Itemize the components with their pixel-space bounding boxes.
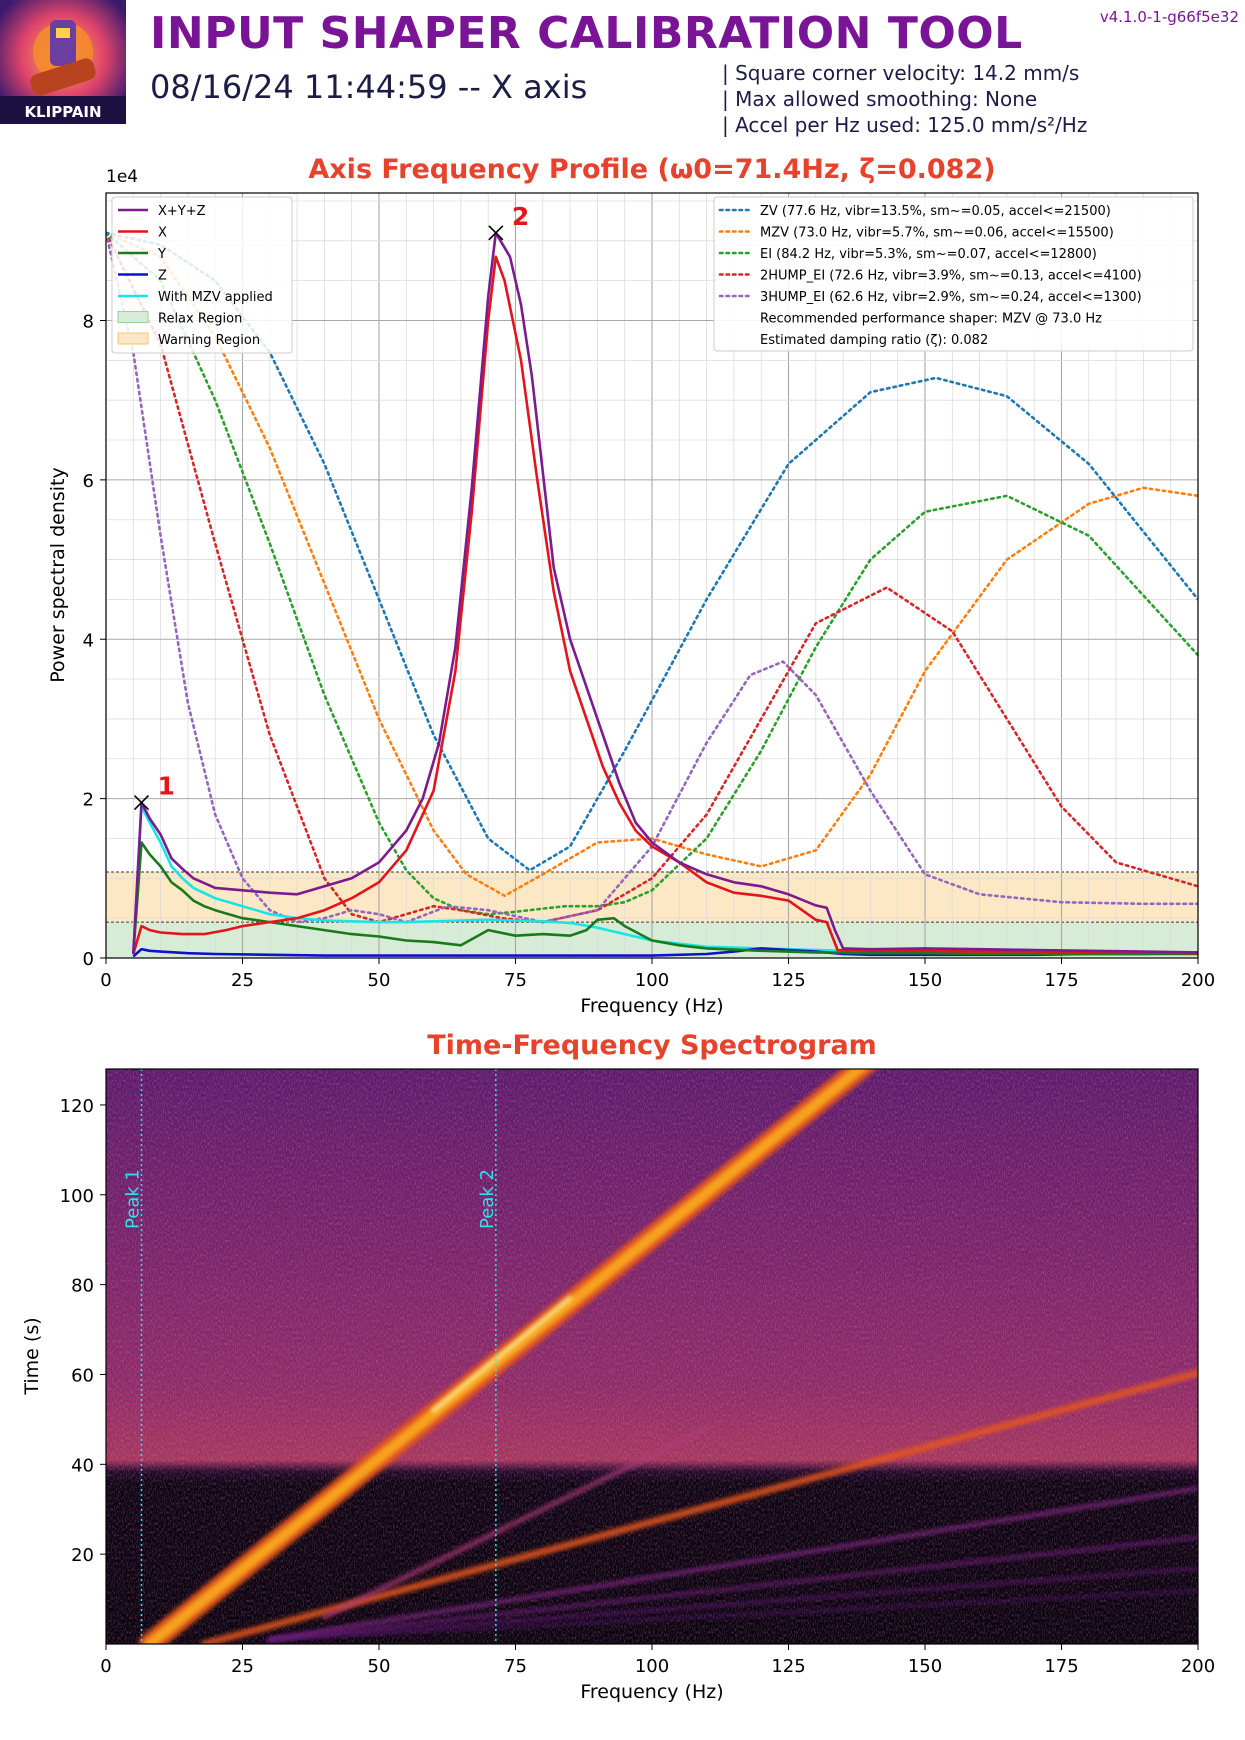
legend-region-swatch [117, 311, 149, 323]
legend-right-box [713, 196, 1194, 352]
sweep-fundamental [144, 1069, 869, 1644]
legend-label: ZV (77.6 Hz, vibr=13.5%, sm~=0.05, accel… [760, 204, 1111, 219]
legend-label: With MZV applied [158, 290, 273, 305]
spectrogram-xtick-label: 75 [504, 1656, 527, 1677]
legend-label: X+Y+Z [158, 204, 206, 219]
spectrogram-peak-label: Peak 1 [122, 1169, 143, 1229]
spectrogram-ytick-label: 100 [60, 1186, 94, 1207]
datetime-axis: 08/16/24 11:44:59 -- X axis [150, 68, 588, 106]
psd-ytick-label: 0 [83, 949, 94, 970]
psd-plot-frame [105, 192, 1199, 959]
series-ei [106, 231, 1198, 916]
harmonic-line [268, 1535, 1198, 1642]
psd-y-multiplier: 1e4 [106, 167, 138, 187]
spectrogram-xtick-label: 100 [635, 1656, 669, 1677]
legend-left-box [111, 196, 293, 354]
harmonic-line [321, 1425, 710, 1620]
spectrogram-xtick-label: 25 [231, 1656, 254, 1677]
spectrogram-frame [105, 1068, 1199, 1645]
psd-chart-title: Axis Frequency Profile (ω0=71.4Hz, ζ=0.0… [308, 154, 995, 185]
series-x [132, 255, 1198, 955]
spectrogram-xtick-label: 200 [1181, 1656, 1215, 1677]
spectrogram-peak-label: Peak 2 [477, 1169, 498, 1229]
harmonic-line [200, 1369, 1198, 1644]
peak-marker [133, 795, 150, 811]
psd-ytick-label: 6 [83, 471, 94, 492]
spectrogram-title: Time-Frequency Spectrogram [427, 1030, 877, 1061]
param-accel-per-hz: | Accel per Hz used: 125.0 mm/s²/Hz [722, 113, 1088, 137]
psd-ytick-label: 2 [83, 790, 94, 811]
spectrogram-ytick-label: 60 [71, 1365, 94, 1386]
peak-label: 1 [157, 772, 174, 801]
warning-region [106, 871, 1198, 923]
sweep-peak-highlight [431, 1295, 573, 1413]
spectrogram-ytick-label: 120 [60, 1096, 94, 1117]
psd-xlabel: Frequency (Hz) [580, 995, 723, 1017]
psd-xtick-label: 200 [1181, 970, 1215, 991]
relax-region [106, 922, 1198, 958]
klippain-logo: KLIPPAIN [0, 0, 126, 124]
spectrogram-ylabel: Time (s) [21, 1317, 43, 1395]
legend-label: 3HUMP_EI (62.6 Hz, vibr=2.9%, sm~=0.24, … [760, 290, 1142, 305]
psd-ytick-label: 8 [83, 312, 94, 333]
harmonic-line [268, 1589, 1198, 1642]
psd-xtick-label: 25 [231, 970, 254, 991]
legend-label: Z [158, 269, 167, 284]
psd-xtick-label: 75 [504, 970, 527, 991]
spectrogram-image [106, 1069, 1198, 1644]
legend-label: 2HUMP_EI (72.6 Hz, vibr=3.9%, sm~=0.13, … [760, 269, 1142, 284]
param-scv: | Square corner velocity: 14.2 mm/s [722, 61, 1080, 85]
spectrogram-ytick-label: 80 [71, 1276, 94, 1297]
psd-xtick-label: 125 [771, 970, 805, 991]
spectrogram-xtick-label: 50 [368, 1656, 391, 1677]
series-mzv [106, 231, 1198, 898]
series-with-mzv-applied [132, 805, 1198, 955]
legend-extra-text: Estimated damping ratio (ζ): 0.082 [760, 333, 988, 348]
version-label: v4.1.0-1-g66f5e32 [1099, 8, 1239, 26]
logo-text: KLIPPAIN [24, 103, 101, 121]
spectrogram-xtick-label: 125 [771, 1656, 805, 1677]
psd-xtick-label: 150 [908, 970, 942, 991]
series-2hump-ei [106, 231, 1198, 924]
psd-xtick-label: 100 [635, 970, 669, 991]
peak-label: 2 [512, 202, 529, 231]
psd-xtick-label: 0 [100, 970, 111, 991]
spectrogram-xtick-label: 175 [1044, 1656, 1078, 1677]
spectrogram-ytick-label: 40 [71, 1455, 94, 1476]
page-title: INPUT SHAPER CALIBRATION TOOL [150, 8, 1023, 59]
legend-label: X [158, 226, 167, 241]
psd-ytick-label: 4 [83, 630, 94, 651]
harmonic-line [267, 1486, 1198, 1642]
series-z [132, 947, 1198, 958]
psd-xtick-label: 175 [1044, 970, 1078, 991]
legend-region-swatch [117, 332, 149, 345]
legend-region-label: Relax Region [158, 312, 242, 327]
series-zv [106, 231, 1198, 872]
peak-marker [488, 225, 504, 241]
legend-label: EI (84.2 Hz, vibr=5.3%, sm~=0.07, accel<… [760, 247, 1097, 262]
legend-region-label: Warning Region [158, 333, 260, 348]
legend-extra-text: Recommended performance shaper: MZV @ 73… [760, 312, 1102, 327]
spectrogram-xlabel: Frequency (Hz) [580, 1681, 723, 1703]
spectrogram-xtick-label: 0 [100, 1656, 111, 1677]
sweep-fundamental-glow [138, 1069, 877, 1644]
series-x-y-z [132, 231, 1198, 955]
harmonic-line [268, 1566, 1198, 1642]
psd-ylabel: Power spectral density [47, 467, 69, 682]
legend-label: MZV (73.0 Hz, vibr=5.7%, sm~=0.06, accel… [760, 226, 1114, 241]
psd-xtick-label: 50 [368, 970, 391, 991]
param-smoothing: | Max allowed smoothing: None [722, 87, 1038, 111]
legend-label: Y [157, 247, 166, 262]
series-3hump-ei [106, 231, 1198, 924]
series-y [132, 841, 1198, 956]
spectrogram-ytick-label: 20 [71, 1545, 94, 1566]
spectrogram-xtick-label: 150 [908, 1656, 942, 1677]
